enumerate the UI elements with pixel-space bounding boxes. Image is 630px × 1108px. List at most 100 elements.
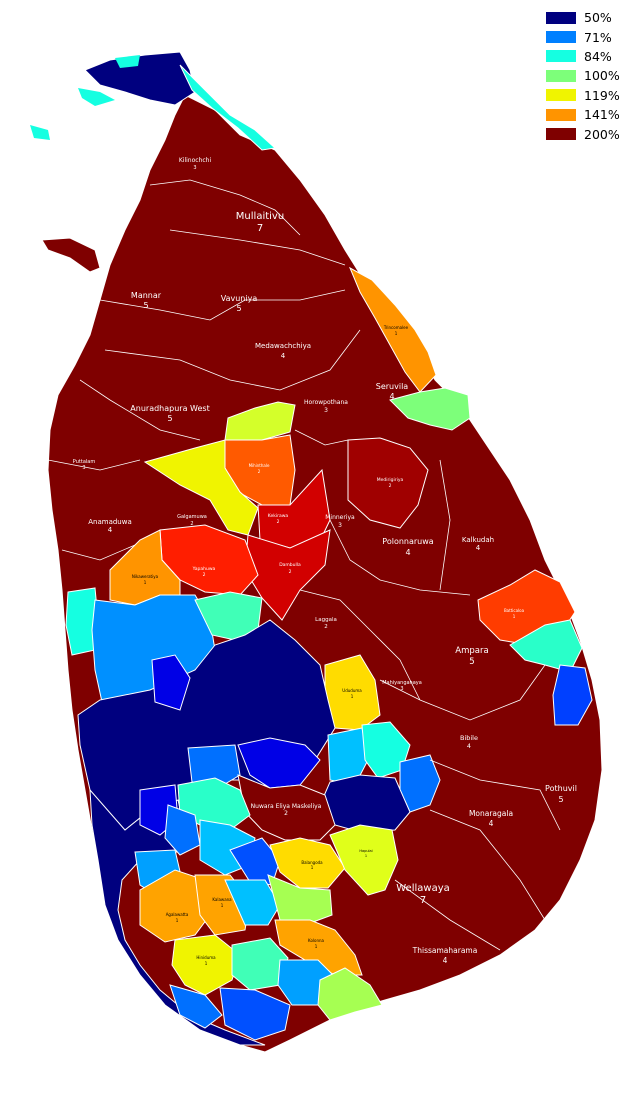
label-mahiyanganaya-value: 3	[400, 686, 403, 692]
label-galgamuwa: Galgamuwa	[177, 514, 207, 520]
legend-item: 84%	[546, 47, 620, 66]
label-thissamaharama-value: 4	[443, 956, 448, 965]
label-medirigiriya-value: 2	[389, 483, 392, 489]
region-sw-blue-5	[219, 987, 291, 1041]
label-mullaitivu: Mullaitivu	[236, 211, 284, 222]
legend-swatch	[546, 69, 576, 82]
region-kolonna	[274, 919, 363, 976]
legend-swatch	[546, 31, 576, 44]
label-thissamaharama: Thissamaharama	[412, 946, 478, 955]
label-medawachchiya-value: 4	[281, 352, 286, 360]
legend-item: 119%	[546, 86, 620, 105]
region-teal-east	[509, 619, 583, 673]
label-minneriya: Minneriya	[325, 514, 355, 521]
label-medirigiriya: Medirigiriya	[377, 477, 404, 483]
region-sw-blue-3	[229, 837, 281, 886]
label-nikaweratiya: Nikaweratiya	[132, 574, 159, 579]
label-vavuniya: Vavuniya	[221, 294, 258, 303]
label-batticaloa-value: 1	[513, 614, 516, 619]
label-minneriya-value: 3	[338, 522, 342, 529]
region-blue-vivid-2	[237, 737, 321, 789]
region-sw-blue-2	[164, 804, 201, 856]
legend-label: 141%	[584, 107, 620, 123]
region-island-3	[115, 55, 140, 68]
label-hiniduma: Hiniduma	[196, 955, 216, 960]
label-balangoda: Balangoda	[301, 860, 323, 865]
region-blue-4	[187, 744, 241, 791]
legend-swatch	[546, 108, 576, 121]
region-island-1	[78, 88, 115, 106]
label-mihinthale: Mihinthale	[249, 463, 270, 468]
legend-swatch	[546, 50, 576, 63]
legend-label: 119%	[584, 87, 620, 103]
region-sw-sky-3	[224, 879, 281, 926]
label-kalawana-value: 1	[221, 903, 224, 908]
legend-item: 100%	[546, 66, 620, 85]
label-anuradhapura-west-value: 5	[167, 414, 172, 423]
label-kalkudah: Kalkudah	[462, 536, 494, 544]
legend: 50% 71% 84% 100% 119% 141% 200%	[546, 8, 620, 144]
legend-item: 71%	[546, 27, 620, 46]
label-balangoda-value: 1	[311, 865, 314, 870]
label-nikaweratiya-value: 1	[144, 580, 147, 585]
label-vavuniya-value: 5	[236, 304, 241, 313]
label-bibile: Bibile	[460, 734, 478, 742]
label-hapulai-value: 1	[365, 854, 367, 858]
region-skyblue-1	[327, 727, 369, 786]
region-hiniduma	[171, 934, 241, 996]
legend-label: 50%	[584, 10, 612, 26]
label-puttalam-value: 3	[82, 465, 85, 471]
region-sw-blue-6	[169, 984, 223, 1029]
label-mannar: Mannar	[131, 291, 162, 300]
label-laggala: Laggala	[315, 617, 337, 623]
label-batticaloa: Batticaloa	[504, 608, 525, 613]
region-trincomalee	[348, 266, 437, 393]
label-wellawaya-value: 7	[420, 895, 426, 906]
region-hapulai	[329, 824, 399, 896]
label-mannar-value: 5	[143, 301, 148, 310]
label-dambulla: Dambulla	[279, 562, 301, 568]
label-bibile-value: 4	[467, 742, 471, 750]
region-medirigiriya	[347, 437, 429, 529]
label-anamaduwa-value: 4	[108, 526, 113, 534]
label-kolonna-value: 1	[315, 944, 318, 949]
region-jaffna-east	[179, 64, 277, 151]
label-monaragala: Monaragala	[469, 809, 513, 818]
legend-item: 200%	[546, 124, 620, 143]
label-yapahuwa: Yapahuwa	[192, 566, 216, 572]
label-polonnaruwa-value: 4	[405, 548, 410, 557]
region-island-2	[30, 125, 50, 140]
label-nuwara-eliya-value: 2	[284, 810, 288, 817]
label-mullaitivu-value: 7	[257, 223, 263, 234]
legend-item: 141%	[546, 105, 620, 124]
label-kalawana: Kalawana	[212, 897, 232, 902]
region-green-east	[389, 387, 471, 431]
region-nikaweratiya	[109, 529, 181, 606]
region-agalawatta	[139, 869, 211, 943]
label-agalawatta-value: 1	[176, 918, 179, 923]
legend-label: 84%	[584, 48, 612, 64]
label-ududuma: Ududuma	[342, 688, 362, 693]
label-medawachchiya: Medawachchiya	[255, 342, 311, 350]
legend-swatch	[546, 89, 576, 102]
label-horowpothana: Horowpothana	[304, 399, 348, 406]
label-anuradhapura-west: Anuradhapura West	[130, 404, 209, 413]
label-mahiyanganaya: Mahiyanganaya	[382, 680, 422, 686]
region-mannar-spit	[41, 237, 101, 273]
label-kilinochchi: Kilinochchi	[179, 157, 212, 164]
region-green-sw	[317, 967, 383, 1021]
label-ududuma-value: 1	[351, 694, 354, 699]
label-ampara: Ampara	[455, 646, 488, 656]
label-anamaduwa: Anamaduwa	[88, 518, 132, 526]
label-wellawaya: Wellawaya	[396, 883, 450, 894]
label-kekirawa: Kekirawa	[268, 513, 289, 519]
label-seruvila-value: 4	[389, 392, 394, 401]
label-agalawatta: Agalawatta	[166, 912, 189, 917]
region-blue-vivid-1	[151, 654, 191, 711]
label-monaragala-value: 4	[489, 819, 494, 828]
label-kolonna: Kolonna	[308, 938, 325, 943]
label-dambulla-value: 2	[289, 569, 292, 575]
label-horowpothana-value: 3	[324, 407, 328, 414]
label-ampara-value: 5	[469, 657, 474, 667]
